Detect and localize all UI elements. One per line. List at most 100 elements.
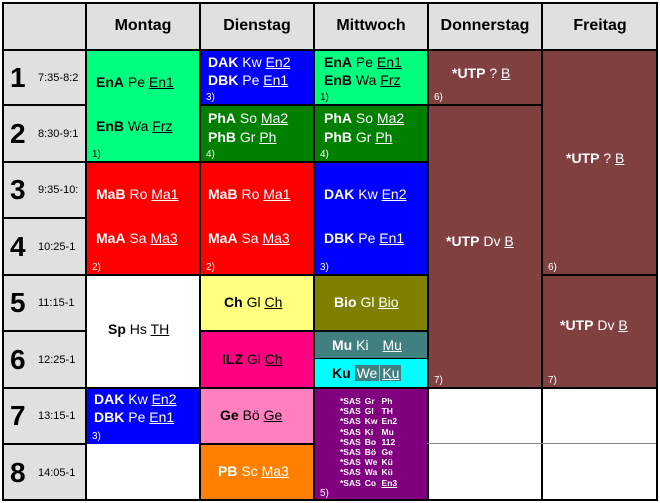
day-label: Dienstag <box>223 17 291 34</box>
sas-cell: Bö <box>364 447 377 458</box>
sas-cell: Bo <box>364 436 377 447</box>
lesson-line: PhB Gr Ph <box>208 129 277 145</box>
lesson-line: *UTP ? B <box>566 150 625 166</box>
lesson-mittwoch-6a[interactable]: Mu Ki Mu <box>314 331 428 359</box>
sas-cell: Wa <box>364 467 378 478</box>
grid-line <box>2 49 658 51</box>
lesson-line: Bio Gl Bio <box>334 294 399 310</box>
period-number: 3 <box>10 174 26 205</box>
footnote: 3) <box>206 92 215 103</box>
lesson-line: DBK Pe En1 <box>324 230 405 246</box>
lesson-dienstag-6[interactable]: ILZ Gl Ch <box>200 331 314 388</box>
lesson-line: EnB Wa Frz <box>96 118 173 134</box>
footnote: 6) <box>434 92 443 103</box>
lesson-line: PhA So Ma2 <box>208 110 289 126</box>
sas-cell: Gl <box>364 406 374 417</box>
grid-line <box>2 217 86 219</box>
sas-cell: En3 <box>381 477 398 488</box>
period-number: 8 <box>10 456 26 488</box>
lesson-mittwoch-3-4[interactable]: DAK Kw En2 DBK Pe En1 3) <box>314 162 428 275</box>
sas-row: *SAS Ki Mu <box>340 427 401 437</box>
lesson-line: *UTP ? B <box>452 65 511 81</box>
lesson-dienstag-2[interactable]: PhA So Ma2 PhB Gr Ph 4) <box>200 105 314 162</box>
sas-row: *SAS Kw En2 <box>340 416 401 426</box>
sas-cell: Ph <box>381 396 393 406</box>
period-time: 12:25-1 <box>38 353 76 366</box>
sas-cell: Ge <box>381 447 393 458</box>
sas-cell: *SAS <box>340 396 361 406</box>
sas-cell: Kü <box>381 467 393 478</box>
lesson-mittwoch-7-8[interactable]: *SAS Gr Ph *SAS Gl TH *SAS Kw En2 *SAS Ki Mu *SAS Bo 1… <box>314 388 428 501</box>
sas-cell: *SAS <box>340 416 361 427</box>
lesson-dienstag-8[interactable]: PB Sc Ma3 <box>200 444 314 501</box>
sas-row: *SAS Gl TH <box>340 406 401 416</box>
period-number: 4 <box>10 230 26 262</box>
header-corner <box>2 2 86 50</box>
sas-cell: Kw <box>364 416 378 427</box>
footnote: 4) <box>320 149 329 160</box>
sas-cell: En2 <box>381 416 398 427</box>
lesson-line: PB Sc Ma3 <box>218 463 289 479</box>
grid-line <box>2 330 86 332</box>
footnote: 1) <box>92 149 101 160</box>
lesson-dienstag-1[interactable]: DAK Kw En2 DBK Pe En1 3) <box>200 50 314 105</box>
sas-cell: *SAS <box>340 436 361 447</box>
lesson-line: *UTP Dv B <box>560 317 628 333</box>
grid-line <box>85 2 87 501</box>
period-time: 10:25-1 <box>38 240 76 253</box>
lesson-line: Ku We Ku <box>332 365 402 381</box>
header-day-dienstag: Dienstag <box>200 2 314 50</box>
lesson-line: MaA Sa Ma3 <box>208 230 290 246</box>
lesson-montag-1-2[interactable]: EnA Pe En1 EnB Wa Frz 1) <box>86 50 200 162</box>
period-1: 1 7:35-8:2 <box>2 50 86 105</box>
sas-row: *SAS Bö Ge <box>340 447 401 457</box>
lesson-donnerstag-1[interactable]: *UTP ? B 6) <box>428 50 542 105</box>
lesson-donnerstag-2-6[interactable]: *UTP Dv B 7) <box>428 105 542 388</box>
grid-line <box>541 274 658 276</box>
grid-line <box>427 443 658 444</box>
lesson-mittwoch-1[interactable]: EnA Pe En1 EnB Wa Frz 1) <box>314 50 428 105</box>
lesson-line: DAK Kw En2 <box>208 54 291 70</box>
lesson-mittwoch-2[interactable]: PhA So Ma2 PhB Gr Ph 4) <box>314 105 428 162</box>
lesson-line: ILZ Gl Ch <box>222 351 283 367</box>
lesson-montag-7[interactable]: DAK Kw En2 DBK Pe En1 3) <box>86 388 200 444</box>
lesson-line: EnB Wa Frz <box>324 72 401 88</box>
sas-cell: Kü <box>381 457 393 468</box>
lesson-freitag-1-4[interactable]: *UTP ? B 6) <box>542 50 658 275</box>
lesson-mittwoch-6b[interactable]: Ku We Ku <box>314 359 428 388</box>
lesson-dienstag-7[interactable]: Ge Bö Ge <box>200 388 314 444</box>
lesson-freitag-5-6[interactable]: *UTP Dv B 7) <box>542 275 658 388</box>
grid-line <box>2 274 428 276</box>
lesson-line: DAK Kw En2 <box>324 186 407 202</box>
empty-donnerstag-7 <box>428 388 542 444</box>
lesson-mittwoch-5[interactable]: Bio Gl Bio <box>314 275 428 331</box>
lesson-dienstag-5[interactable]: Ch Gl Ch <box>200 275 314 331</box>
empty-donnerstag-8 <box>428 444 542 501</box>
grid-line <box>199 104 543 106</box>
lesson-line: DBK Pe En1 <box>94 409 175 425</box>
lesson-dienstag-3-4[interactable]: MaB Ro Ma1 MaA Sa Ma3 2) <box>200 162 314 275</box>
lesson-line: Sp Hs TH <box>108 321 170 337</box>
grid-line <box>313 358 428 359</box>
header-day-freitag: Freitag <box>542 2 658 50</box>
grid-line <box>427 2 429 501</box>
lesson-line: DAK Kw En2 <box>94 391 177 407</box>
sas-cell: Co <box>364 477 377 488</box>
grid-line <box>2 161 428 163</box>
lesson-montag-5-6[interactable]: Sp Hs TH <box>86 275 200 388</box>
lesson-montag-3-4[interactable]: MaB Ro Ma1 MaA Sa Ma3 2) <box>86 162 200 275</box>
sas-row: *SAS We Kü <box>340 457 401 467</box>
empty-montag-8 <box>86 444 200 501</box>
sas-cell: 112 <box>381 436 396 447</box>
day-label: Donnerstag <box>440 17 530 34</box>
sas-list: *SAS Gr Ph *SAS Gl TH *SAS Kw En2 *SAS Ki Mu *SAS Bo 1… <box>340 396 401 488</box>
lesson-line: PhB Gr Ph <box>324 129 393 145</box>
period-time: 13:15-1 <box>38 410 76 422</box>
lesson-line: MaB Ro Ma1 <box>208 186 291 202</box>
footnote: 7) <box>434 375 443 386</box>
sas-cell: *SAS <box>340 426 361 437</box>
grid-line <box>541 2 543 501</box>
sas-row: *SAS Gr Ph <box>340 396 401 406</box>
sas-cell: We <box>364 457 378 468</box>
period-8: 8 14:05-1 <box>2 444 86 501</box>
